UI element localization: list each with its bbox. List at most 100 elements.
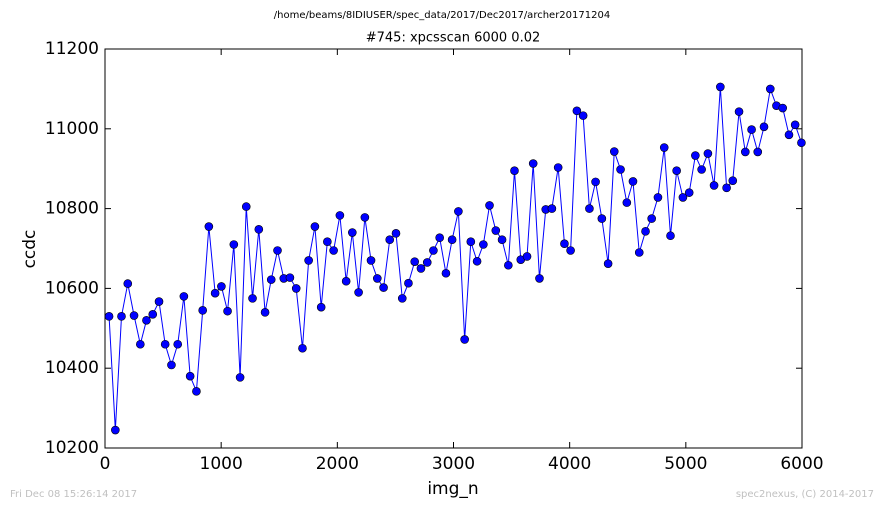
data-point xyxy=(360,213,370,222)
data-point xyxy=(241,202,251,211)
data-point xyxy=(316,302,326,312)
data-point xyxy=(678,193,688,202)
data-point xyxy=(254,225,264,234)
data-point xyxy=(173,339,183,349)
x-tick-label: 6000 xyxy=(780,454,823,474)
data-point xyxy=(778,103,788,113)
data-point xyxy=(747,125,756,134)
data-point xyxy=(553,163,563,172)
data-point xyxy=(510,166,519,175)
x-axis-label: img_n xyxy=(427,479,478,499)
data-point xyxy=(248,294,257,303)
data-point xyxy=(410,257,420,266)
data-point xyxy=(659,143,669,152)
data-point xyxy=(117,312,126,321)
data-point xyxy=(741,147,750,157)
data-point xyxy=(341,276,351,286)
data-point xyxy=(790,120,800,130)
chart-title: #745: xpcsscan 6000 0.02 xyxy=(366,31,541,46)
data-point xyxy=(179,292,189,301)
data-point xyxy=(154,297,164,306)
data-point xyxy=(217,282,226,291)
data-point xyxy=(223,306,232,316)
data-point xyxy=(142,316,151,325)
data-point xyxy=(129,311,139,320)
data-point xyxy=(759,122,769,132)
data-point xyxy=(266,275,276,284)
data-point xyxy=(703,149,713,158)
data-point xyxy=(335,211,345,220)
data-point xyxy=(522,252,532,261)
data-point xyxy=(429,246,438,255)
data-point xyxy=(298,343,307,353)
data-point xyxy=(391,229,401,238)
data-point xyxy=(722,183,731,193)
data-point xyxy=(572,106,582,116)
data-point xyxy=(416,264,426,273)
data-point xyxy=(366,256,376,265)
y-tick-label: 10200 xyxy=(45,438,99,458)
data-point xyxy=(784,130,794,140)
data-point xyxy=(597,214,607,223)
x-tick-label: 0 xyxy=(100,454,111,474)
data-point xyxy=(616,165,625,174)
data-point xyxy=(797,138,806,148)
data-point xyxy=(260,308,270,317)
data-point xyxy=(504,260,513,270)
data-point xyxy=(641,227,650,236)
data-point xyxy=(628,177,638,186)
data-point xyxy=(697,165,706,174)
data-point xyxy=(348,228,357,237)
data-point xyxy=(192,387,201,396)
data-point xyxy=(585,204,594,213)
data-point xyxy=(229,240,239,249)
data-point xyxy=(123,279,133,288)
data-point xyxy=(753,147,763,157)
data-point xyxy=(578,111,588,120)
data-point xyxy=(397,294,407,303)
data-point xyxy=(622,198,632,207)
plot-frame xyxy=(104,48,803,449)
y-tick-label: 10400 xyxy=(45,358,99,378)
data-point xyxy=(111,425,120,435)
data-point xyxy=(479,240,488,249)
data-point xyxy=(323,237,332,247)
data-point xyxy=(485,201,494,210)
data-point xyxy=(454,207,463,216)
data-point xyxy=(647,214,656,223)
data-point xyxy=(136,339,145,349)
data-point xyxy=(447,235,457,245)
data-point xyxy=(535,274,544,283)
data-point xyxy=(435,233,444,243)
data-point xyxy=(204,222,214,231)
data-point xyxy=(285,273,295,282)
y-tick-label: 10800 xyxy=(45,199,99,219)
data-point xyxy=(404,278,413,288)
data-point xyxy=(497,235,507,245)
data-point xyxy=(709,181,719,190)
footer-left: Fri Dec 08 15:26:14 2017 xyxy=(10,489,137,500)
y-tick-label: 11200 xyxy=(45,39,99,59)
x-tick-label: 4000 xyxy=(548,454,591,474)
data-point xyxy=(634,248,644,257)
data-point xyxy=(104,312,114,321)
data-point xyxy=(691,151,700,160)
data-point xyxy=(160,339,170,349)
data-point xyxy=(684,188,694,197)
data-point xyxy=(672,166,681,175)
data-point xyxy=(235,373,245,382)
data-point xyxy=(198,306,207,315)
data-point xyxy=(603,259,613,268)
data-point xyxy=(210,288,220,298)
data-point xyxy=(765,84,775,94)
data-point xyxy=(466,237,476,247)
data-point xyxy=(273,246,282,255)
data-point xyxy=(666,231,675,241)
suptitle: /home/beams/8IDIUSER/spec_data/2017/Dec2… xyxy=(274,10,610,21)
x-tick-label: 3000 xyxy=(432,454,475,474)
footer-right: spec2nexus, (C) 2014-2017 xyxy=(736,489,874,500)
data-point xyxy=(528,159,538,168)
data-point xyxy=(472,256,482,266)
data-line xyxy=(108,86,802,431)
